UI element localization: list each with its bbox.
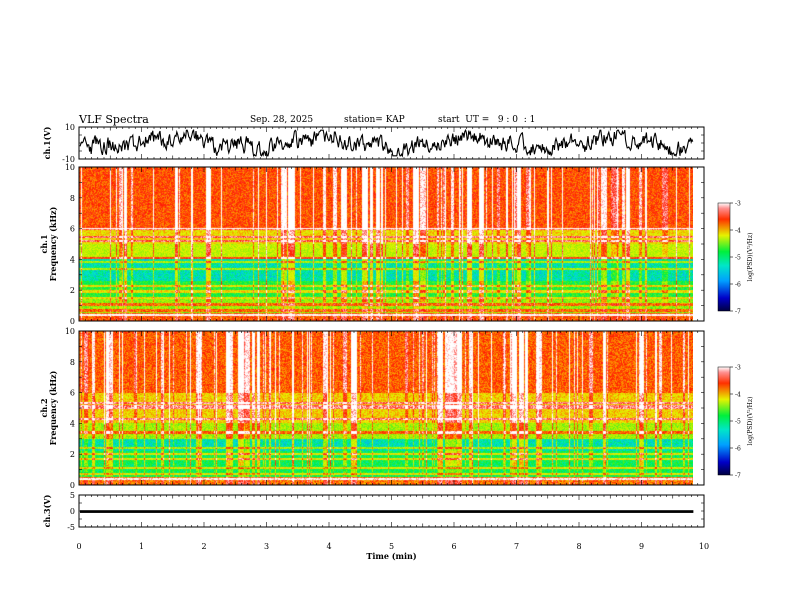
x-tick-label: 4 [326, 542, 331, 551]
ch1-spectrogram-colorbar-title: log(PSD)(V²/Hz) [747, 233, 754, 282]
ch2-spectrogram-colorbar-label: -3 [735, 365, 741, 372]
ch1-spectrogram-ytick-label: 10 [65, 163, 75, 172]
station-label: station= KAP [344, 115, 405, 125]
ch1-waveform-trace [79, 128, 694, 158]
ch2-spectrogram-ytick-label: 4 [70, 419, 75, 428]
ch2-spectrogram-ytick-label: 10 [65, 327, 75, 336]
x-tick-label: 10 [699, 542, 709, 551]
x-tick-label: 1 [139, 542, 144, 551]
ch2-spectrogram-ytick-label: 2 [70, 450, 75, 459]
ch1-spectrogram-image [79, 167, 693, 321]
ch1-spectrogram-colorbar-label: -6 [735, 282, 741, 289]
x-tick-label: 8 [576, 542, 581, 551]
ch2-spectrogram-ytick-label: 6 [70, 389, 75, 398]
ch1-spectrogram-ylabel: Frequency (kHz) [48, 206, 58, 281]
x-tick-label: 3 [264, 542, 269, 551]
x-axis-label: Time (min) [366, 551, 416, 561]
ch1-spectrogram-colorbar-label: -3 [735, 201, 741, 208]
ch1-spectrogram-colorbar-label: -5 [735, 255, 741, 262]
ch2-spectrogram-ylabel: ch.2 [39, 398, 49, 417]
ch2-spectrogram-colorbar [717, 366, 731, 476]
ch3-waveform-ylabel: ch.3(V) [42, 494, 52, 527]
ch1-spectrogram-ytick-label: 8 [70, 194, 75, 203]
ch1-spectrogram-ytick-label: 0 [70, 317, 75, 326]
ch2-spectrogram-colorbar-label: -7 [735, 473, 741, 480]
ch1-waveform-ytick-label: -10 [62, 155, 75, 164]
x-tick-label: 9 [639, 542, 644, 551]
ch1-spectrogram-ytick-label: 2 [70, 286, 75, 295]
ch3-waveform-ytick-label: -5 [67, 523, 75, 532]
x-tick-label: 0 [76, 542, 81, 551]
x-tick-label: 6 [451, 542, 456, 551]
ch3-waveform-ytick-label: 5 [70, 491, 75, 500]
ch1-waveform-ytick-label: 10 [65, 123, 75, 132]
plot-title: VLF Spectra [79, 113, 149, 126]
x-tick-label: 2 [201, 542, 206, 551]
ch2-spectrogram-colorbar-title: log(PSD)(V²/Hz) [747, 397, 754, 446]
ch2-spectrogram-image [79, 331, 693, 485]
date-label: Sep. 28, 2025 [250, 115, 314, 125]
ch2-spectrogram-colorbar-label: -6 [735, 446, 741, 453]
ch1-spectrogram-colorbar [717, 202, 731, 312]
ch1-spectrogram-colorbar-label: -4 [735, 228, 741, 235]
ch2-spectrogram-ylabel: Frequency (kHz) [48, 370, 58, 445]
ch3-waveform-ytick-label: 0 [70, 507, 75, 516]
ch1-spectrogram-ylabel: ch.1 [39, 234, 49, 253]
ch1-spectrogram-colorbar-label: -7 [735, 309, 741, 316]
x-tick-label: 5 [389, 542, 394, 551]
start-time-label: start UT = 9 : 0 : 1 [438, 115, 536, 125]
ch2-spectrogram-colorbar-label: -4 [735, 392, 741, 399]
x-tick-label: 7 [514, 542, 519, 551]
ch3-waveform-trace [80, 510, 694, 513]
ch2-spectrogram-ytick-label: 8 [70, 358, 75, 367]
ch1-spectrogram-ytick-label: 6 [70, 225, 75, 234]
ch1-spectrogram-ytick-label: 4 [70, 255, 75, 264]
ch2-spectrogram-colorbar-label: -5 [735, 419, 741, 426]
ch2-spectrogram-ytick-label: 0 [70, 481, 75, 490]
ch1-waveform-ylabel: ch.1(V) [42, 126, 52, 159]
